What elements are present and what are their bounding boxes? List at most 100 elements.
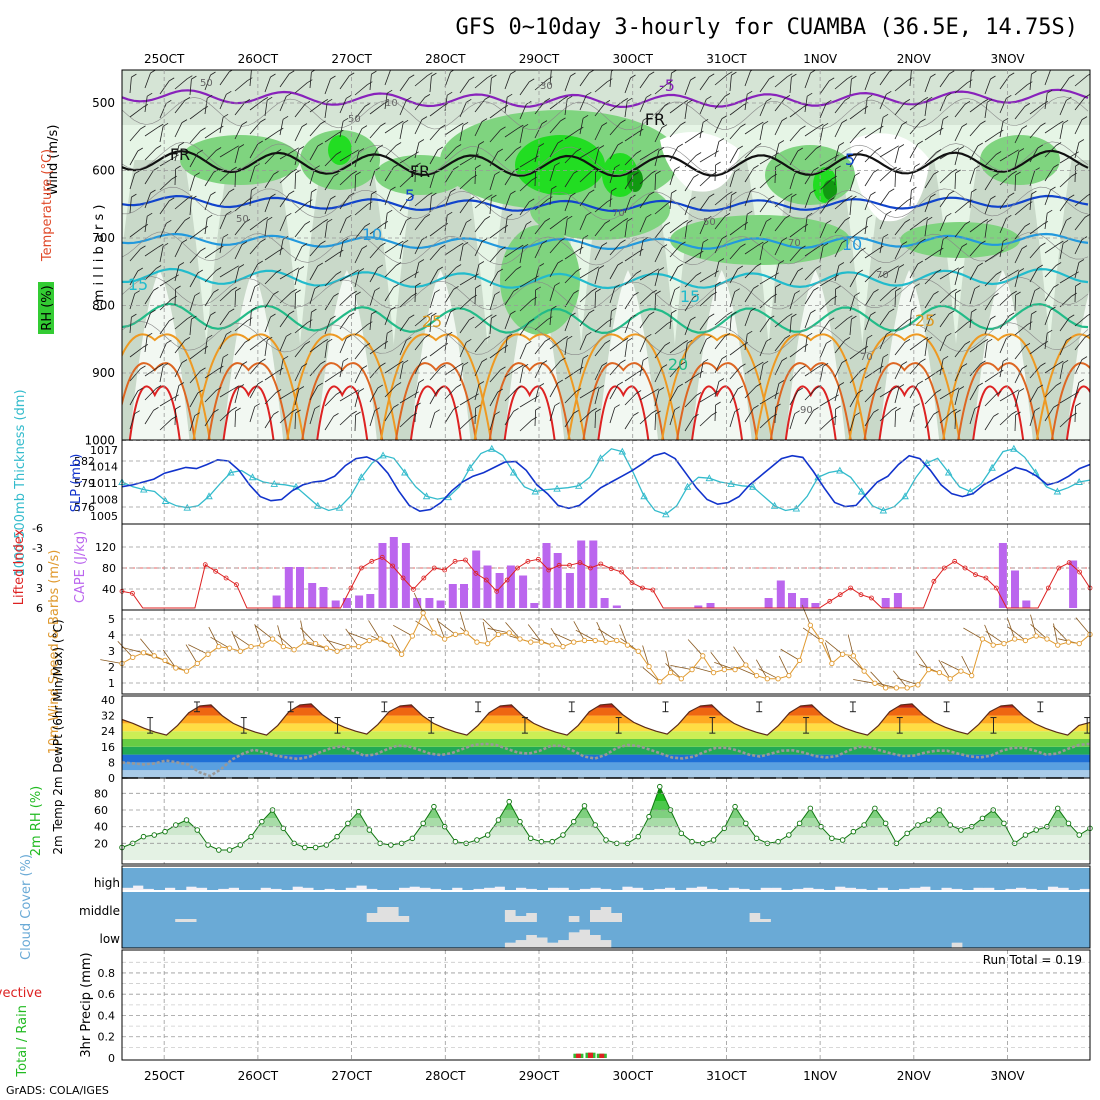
- wind-barb: [384, 123, 399, 134]
- wind-barb-flag: [270, 313, 276, 318]
- cloud-cell: [919, 868, 931, 887]
- cloud-cell: [611, 892, 623, 913]
- wind-barb-flag: [168, 197, 175, 202]
- wind-barb-flag: [674, 406, 680, 411]
- wind-barb-flag: [758, 241, 764, 246]
- cloud-cell: [334, 892, 346, 922]
- wind-barb: [1074, 165, 1076, 183]
- cloud-cell: [387, 922, 399, 948]
- wind-barb: [459, 297, 472, 310]
- wind-barb-flag: [494, 171, 500, 176]
- wind-barb-flag: [434, 409, 440, 414]
- wind-barb: [129, 248, 141, 262]
- wind-barb-flag: [437, 146, 444, 151]
- wind-barb-flag: [980, 240, 986, 245]
- wind-barb-flag: [547, 316, 553, 321]
- wind-barb: [789, 197, 792, 214]
- isotherm-arch: [848, 333, 961, 440]
- wind-barb-flag: [191, 75, 197, 80]
- wind-barb: [744, 70, 751, 87]
- wind-barb: [309, 408, 316, 425]
- wind-barb: [669, 169, 676, 186]
- wind-barb: [294, 104, 306, 118]
- wind-barb-flag: [614, 404, 620, 409]
- wind-barb: [1014, 84, 1028, 96]
- wind-barb-flag: [961, 243, 968, 247]
- wind-barb-flag: [1011, 290, 1017, 295]
- wind-barb-flag: [671, 189, 677, 194]
- wind-barb-flag: [1075, 402, 1081, 407]
- cloud-cell-gap: [504, 910, 516, 922]
- wind-barb-flag: [406, 96, 412, 101]
- wind-barb-flag: [528, 198, 535, 203]
- cloud-cell: [483, 892, 495, 922]
- wind-barb-flag: [178, 142, 185, 146]
- wind-barb: [144, 216, 148, 233]
- wind-barb: [894, 267, 900, 284]
- wind-barb-flag: [727, 191, 733, 196]
- slp-tick-label: 1005: [90, 510, 118, 523]
- wind-barb: [519, 179, 532, 192]
- wind-barb-flag: [766, 337, 772, 342]
- wind-barb: [744, 334, 748, 351]
- wind10m-barb: [487, 627, 510, 634]
- wind-barb: [189, 272, 199, 288]
- wind-barb: [414, 239, 423, 255]
- wind-barb: [774, 143, 780, 160]
- wind-barb: [1074, 195, 1088, 207]
- wind-barb-flag: [686, 99, 693, 104]
- wind-barb: [924, 392, 937, 405]
- wind-barb: [639, 120, 644, 137]
- temp2m-tick-label: 40: [101, 694, 115, 707]
- wind-barb: [144, 192, 151, 209]
- wind-barb-flag: [1062, 119, 1069, 124]
- wind-barb: [1044, 145, 1057, 158]
- wind-barb-flag: [731, 191, 737, 196]
- wind-barb: [549, 142, 559, 158]
- wind-barb: [669, 193, 672, 210]
- wind-barb-flag: [518, 124, 524, 129]
- isotherm-line: [122, 321, 1089, 356]
- wind-barb: [279, 291, 292, 304]
- isotherm-label: 25: [915, 311, 935, 330]
- wind-barb-flag: [301, 363, 308, 367]
- wind10m-barb: [368, 620, 381, 640]
- cloud-cell-gap: [600, 940, 612, 948]
- isotherm-line: [122, 302, 1089, 335]
- wind10m-barb: [185, 644, 198, 664]
- wind-barb-flag: [371, 70, 377, 75]
- wind-barb: [894, 244, 903, 260]
- wind-barb: [474, 144, 480, 161]
- wind-barb: [279, 73, 290, 88]
- wind-barb-flag: [570, 312, 576, 317]
- wind-barb-flag: [955, 289, 961, 294]
- rh2m-point: [355, 808, 362, 815]
- wind-barb-flag: [706, 95, 712, 100]
- cloud-cell-gap: [515, 916, 527, 922]
- wind-barb-flag: [802, 344, 809, 348]
- wind-barb-flag: [342, 237, 349, 242]
- wind-barb: [444, 387, 457, 400]
- cape-bar: [706, 603, 715, 608]
- wind-barb-flag: [1046, 209, 1053, 214]
- wind-barb: [639, 97, 647, 113]
- wind-barb: [399, 220, 407, 236]
- wind-barb-flag: [911, 186, 917, 191]
- isotherm-arch: [878, 385, 931, 440]
- wind-barb-flag: [607, 318, 613, 323]
- wind-barb: [309, 265, 319, 281]
- cloud-cell: [451, 868, 463, 888]
- wind-barb: [924, 250, 939, 261]
- cloud-cell: [813, 868, 825, 889]
- wind-barb: [279, 270, 294, 280]
- cloud-cell: [1047, 892, 1059, 922]
- wind-barb: [549, 240, 561, 254]
- isotherm-arch: [769, 362, 852, 440]
- cloud-cell-gap: [377, 907, 389, 922]
- wind-barb-flag: [431, 192, 437, 197]
- wind-barb: [999, 218, 1007, 234]
- wind-barb: [984, 274, 997, 287]
- rh2m-point: [474, 837, 480, 843]
- wind-barb-flag: [635, 390, 642, 394]
- wind-barb-flag: [626, 97, 633, 102]
